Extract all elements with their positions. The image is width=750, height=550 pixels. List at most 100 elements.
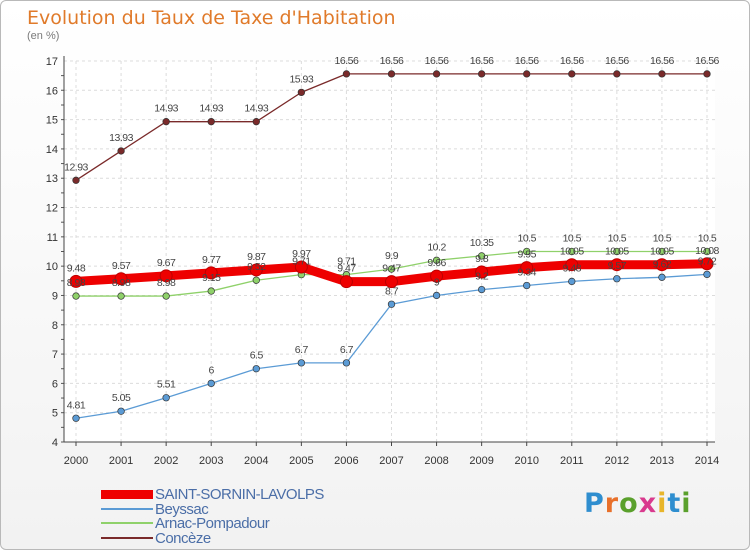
y-tick-label: 13: [46, 173, 58, 185]
data-point: [568, 247, 576, 256]
x-tick-label: 2014: [695, 455, 719, 467]
data-label: 16.56: [695, 55, 719, 67]
data-label: 9: [434, 276, 440, 288]
brand-letter: r: [604, 488, 620, 519]
data-label: 9.9: [385, 250, 399, 262]
data-point: [475, 265, 489, 279]
legend-label: Beyssac: [155, 500, 209, 518]
data-label: 9.71: [337, 256, 356, 268]
data-point: [703, 270, 711, 279]
data-label: 6: [209, 364, 215, 376]
data-label: 9.97: [292, 248, 311, 260]
data-label: 16.56: [470, 55, 494, 67]
data-label: 9.48: [563, 262, 582, 274]
data-point: [568, 70, 576, 78]
data-point: [432, 291, 441, 300]
data-label: 10.05: [560, 246, 584, 258]
data-label: 8.98: [112, 277, 131, 289]
data-point: [162, 118, 170, 126]
x-tick-label: 2003: [199, 455, 223, 467]
data-label: 16.56: [515, 55, 539, 67]
data-label: 9.67: [157, 257, 176, 269]
data-label: 10.5: [563, 233, 582, 245]
data-point: [477, 285, 486, 294]
unit-label: (en %): [27, 30, 60, 42]
data-label: 8.7: [385, 285, 399, 297]
x-tick-label: 2012: [605, 455, 629, 467]
y-tick-label: 12: [46, 203, 58, 215]
data-point: [430, 269, 444, 283]
y-tick-label: 15: [46, 115, 58, 127]
data-point: [658, 70, 666, 78]
data-label: 16.56: [605, 55, 629, 67]
data-point: [207, 118, 215, 126]
data-point: [432, 256, 441, 264]
brand-letter: o: [619, 488, 639, 519]
data-point: [610, 258, 624, 272]
data-point: [207, 379, 215, 388]
legend-item-saint-sornin-lavolps: SAINT-SORNIN-LAVOLPS: [101, 486, 324, 503]
legend-swatch: [101, 537, 153, 539]
data-point: [432, 70, 441, 78]
data-point: [297, 88, 306, 97]
y-tick-label: 5: [52, 408, 58, 420]
data-point: [342, 70, 351, 78]
data-point: [207, 287, 215, 295]
data-point: [72, 292, 80, 300]
data-label: 9.66: [427, 257, 446, 269]
data-label: 10.5: [698, 233, 717, 245]
data-point: [477, 70, 486, 78]
data-point: [117, 147, 125, 155]
legend-item-arnac-pompadour: Arnac-Pompadour: [101, 515, 270, 532]
data-point: [117, 292, 125, 300]
data-point: [249, 263, 263, 277]
data-point: [568, 277, 576, 286]
data-label: 16.56: [335, 55, 359, 67]
data-point: [69, 274, 83, 288]
x-tick-label: 2010: [514, 455, 538, 467]
data-label: 16.56: [425, 55, 449, 67]
data-point: [613, 247, 621, 256]
data-label: 9.2: [475, 271, 489, 283]
data-point: [252, 276, 260, 284]
data-label: 14.93: [244, 103, 268, 115]
data-label: 9.15: [202, 272, 221, 284]
data-label: 16.56: [560, 55, 584, 67]
data-label: 9.8: [475, 253, 489, 265]
legend-label: Concèze: [155, 529, 211, 547]
data-label: 4.81: [67, 399, 86, 411]
data-label: 9.72: [698, 255, 717, 267]
x-tick-label: 2002: [154, 455, 178, 467]
x-tick-label: 2011: [560, 455, 584, 467]
y-tick-label: 6: [52, 378, 58, 390]
data-label: 5.51: [157, 379, 176, 391]
x-tick-label: 2004: [244, 455, 268, 467]
data-label: 6.7: [295, 344, 309, 356]
data-label: 10.5: [517, 233, 536, 245]
data-point: [72, 176, 80, 184]
data-point: [162, 394, 170, 402]
data-point: [523, 247, 531, 256]
data-label: 10.35: [470, 237, 494, 249]
data-label: 9.52: [247, 261, 266, 273]
brand-letter: P: [584, 488, 605, 519]
data-label: 9.34: [517, 266, 536, 278]
x-tick-label: 2009: [469, 455, 493, 467]
y-tick-label: 17: [46, 56, 58, 68]
data-label: 8.98: [67, 277, 86, 289]
y-tick-label: 4: [52, 437, 58, 449]
y-tick-label: 8: [52, 320, 58, 332]
data-label: 6.7: [340, 344, 354, 356]
data-point: [613, 70, 621, 78]
x-tick-label: 2013: [650, 455, 674, 467]
data-point: [703, 70, 711, 78]
data-label: 9.47: [382, 263, 401, 275]
data-label: 8.98: [157, 277, 176, 289]
data-label: 14.93: [154, 103, 178, 115]
data-label: 10.5: [608, 233, 627, 245]
data-point: [162, 292, 170, 300]
data-point: [387, 300, 396, 308]
data-label: 9.47: [337, 263, 356, 275]
